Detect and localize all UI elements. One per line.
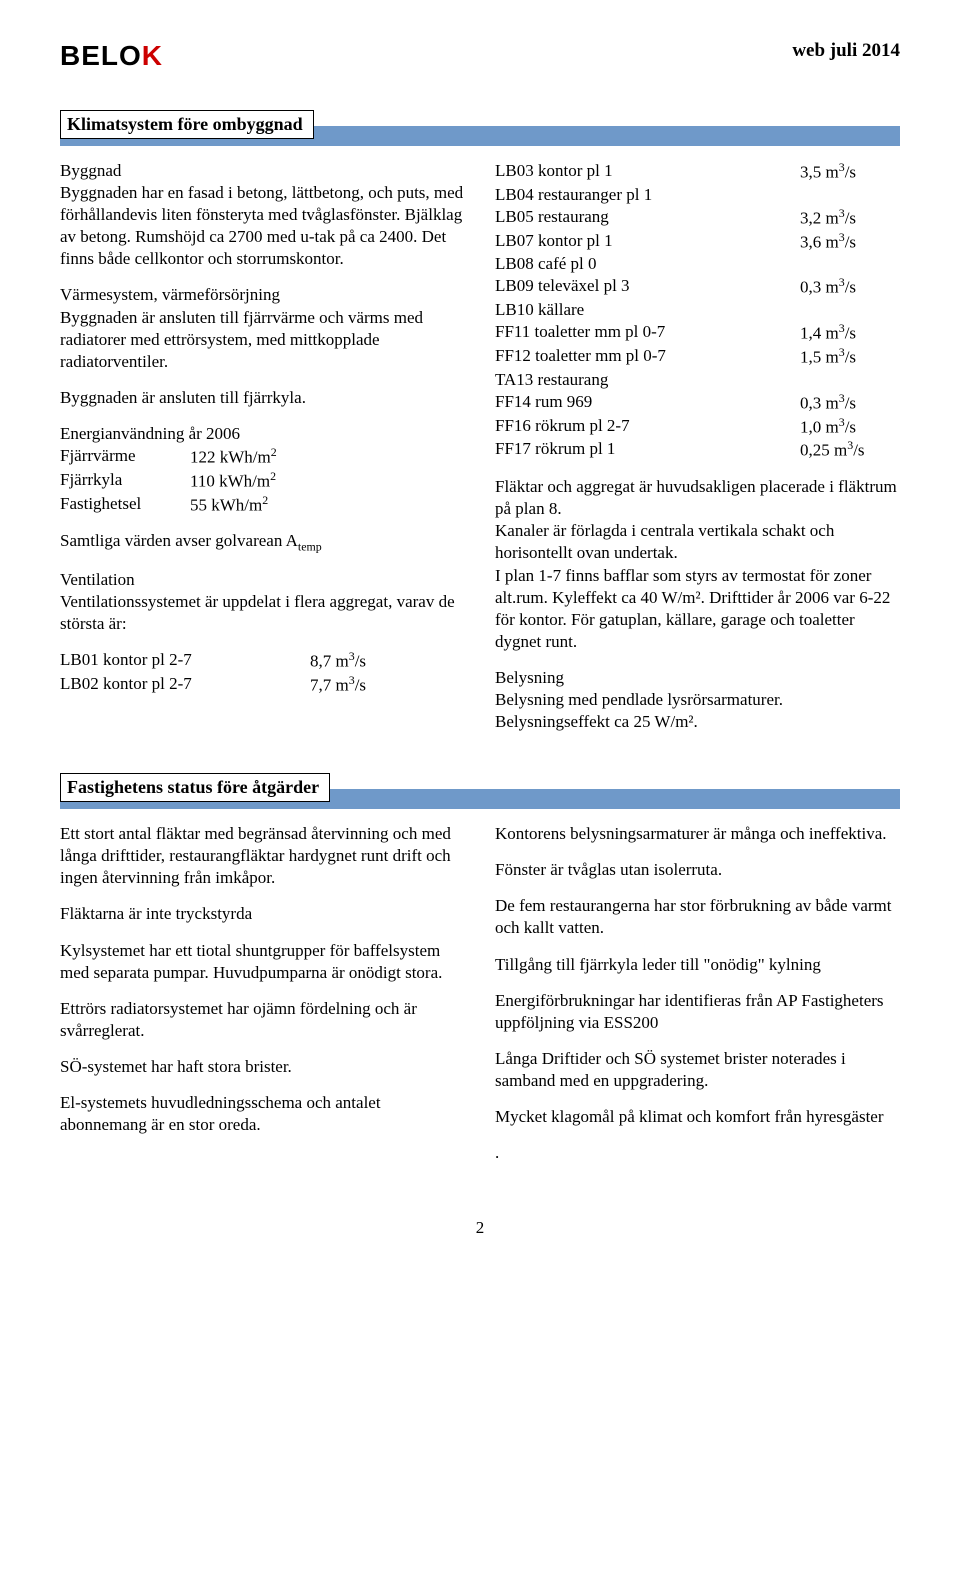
- varme-body: Byggnaden är ansluten till fjärrvärme oc…: [60, 307, 465, 373]
- vent-label: LB07 kontor pl 1: [495, 230, 800, 254]
- status-paragraph: Långa Driftider och SÖ systemet brister …: [495, 1048, 900, 1092]
- vent-label: LB04 restauranger pl 1: [495, 184, 800, 206]
- energy-value: 122 kWh/m2: [190, 445, 277, 469]
- vent-row: TA13 restaurang: [495, 369, 900, 391]
- vent-label: LB02 kontor pl 2-7: [60, 673, 310, 697]
- vent-value: 1,0 m3/s: [800, 415, 900, 439]
- vent-row: FF17 rökrum pl 10,25 m3/s: [495, 438, 900, 462]
- vent-value: 3,6 m3/s: [800, 230, 900, 254]
- status-paragraph: Fönster är tvåglas utan isolerruta.: [495, 859, 900, 881]
- energi-heading: Energianvändning år 2006: [60, 423, 465, 445]
- status-paragraph: Ettrörs radiatorsystemet har ojämn förde…: [60, 998, 465, 1042]
- vent-label: LB05 restaurang: [495, 206, 800, 230]
- vent-row: LB09 televäxel pl 30,3 m3/s: [495, 275, 900, 299]
- status-paragraph: El-systemets huvudledningsschema och ant…: [60, 1092, 465, 1136]
- vent-row: LB02 kontor pl 2-77,7 m3/s: [60, 673, 465, 697]
- vent-row: LB03 kontor pl 13,5 m3/s: [495, 160, 900, 184]
- energy-label: Fastighetsel: [60, 493, 190, 517]
- samtliga-text: Samtliga värden avser golvarean A: [60, 531, 298, 550]
- energy-label: Fjärrvärme: [60, 445, 190, 469]
- header-date: web juli 2014: [792, 40, 900, 62]
- vent-value: [800, 253, 900, 275]
- fjarrkyla-text: Byggnaden är ansluten till fjärrkyla.: [60, 387, 465, 409]
- kanal-para: Kanaler är förlagda i centrala vertikala…: [495, 520, 900, 564]
- vent-row: LB01 kontor pl 2-78,7 m3/s: [60, 649, 465, 673]
- vent-value: 0,25 m3/s: [800, 438, 900, 462]
- logo-text-accent: K: [142, 40, 163, 71]
- vent-row: FF12 toaletter mm pl 0-71,5 m3/s: [495, 345, 900, 369]
- samtliga-sub: temp: [298, 540, 322, 554]
- status-paragraph: De fem restaurangerna har stor förbrukni…: [495, 895, 900, 939]
- status-paragraph: Kontorens belysningsarmaturer är många o…: [495, 823, 900, 845]
- logo-text-main: BELO: [60, 40, 142, 71]
- vent-value: 7,7 m3/s: [310, 673, 366, 697]
- vent-label: TA13 restaurang: [495, 369, 800, 391]
- section2-title: Fastighetens status före åtgärder: [60, 773, 330, 802]
- vent-value: 3,2 m3/s: [800, 206, 900, 230]
- vent-value: [800, 299, 900, 321]
- vent-value: [800, 184, 900, 206]
- vent-row: FF14 rum 9690,3 m3/s: [495, 391, 900, 415]
- energy-value: 55 kWh/m2: [190, 493, 268, 517]
- status-paragraph: Ett stort antal fläktar med begränsad åt…: [60, 823, 465, 889]
- status-paragraph: Mycket klagomål på klimat och komfort fr…: [495, 1106, 900, 1128]
- vent-heading: Ventilation: [60, 569, 465, 591]
- vent-label: LB08 café pl 0: [495, 253, 800, 275]
- belys-heading: Belysning: [495, 667, 900, 689]
- vent-value: 0,3 m3/s: [800, 391, 900, 415]
- vent-label: FF16 rökrum pl 2-7: [495, 415, 800, 439]
- section1-right-column: LB03 kontor pl 13,5 m3/sLB04 restaurange…: [495, 160, 900, 733]
- vent-label: LB01 kontor pl 2-7: [60, 649, 310, 673]
- energy-row: Fjärrkyla110 kWh/m2: [60, 469, 465, 493]
- vent-row: LB08 café pl 0: [495, 253, 900, 275]
- vent-value: 0,3 m3/s: [800, 275, 900, 299]
- vent-value: 8,7 m3/s: [310, 649, 366, 673]
- plan-para: I plan 1-7 finns bafflar som styrs av te…: [495, 565, 900, 653]
- section1-left-column: Byggnad Byggnaden har en fasad i betong,…: [60, 160, 465, 733]
- vent-label: LB03 kontor pl 1: [495, 160, 800, 184]
- vent-row: FF16 rökrum pl 2-71,0 m3/s: [495, 415, 900, 439]
- vent-label: LB10 källare: [495, 299, 800, 321]
- vent-body: Ventilationssystemet är uppdelat i flera…: [60, 591, 465, 635]
- status-paragraph: Fläktarna är inte tryckstyrda: [60, 903, 465, 925]
- vent-value: [800, 369, 900, 391]
- vent-row: FF11 toaletter mm pl 0-71,4 m3/s: [495, 321, 900, 345]
- section2-left-column: Ett stort antal fläktar med begränsad åt…: [60, 823, 465, 1178]
- vent-label: FF11 toaletter mm pl 0-7: [495, 321, 800, 345]
- flakt-para: Fläktar och aggregat är huvudsakligen pl…: [495, 476, 900, 520]
- varme-heading: Värmesystem, värmeförsörjning: [60, 284, 465, 306]
- vent-label: LB09 televäxel pl 3: [495, 275, 800, 299]
- energy-label: Fjärrkyla: [60, 469, 190, 493]
- status-paragraph: Energiförbrukningar har identifieras frå…: [495, 990, 900, 1034]
- vent-row: LB05 restaurang3,2 m3/s: [495, 206, 900, 230]
- section1-title: Klimatsystem före ombyggnad: [60, 110, 314, 139]
- status-paragraph: .: [495, 1142, 900, 1164]
- vent-value: 1,5 m3/s: [800, 345, 900, 369]
- vent-row: LB04 restauranger pl 1: [495, 184, 900, 206]
- vent-label: FF12 toaletter mm pl 0-7: [495, 345, 800, 369]
- belys-body: Belysning med pendlade lysrörsarmaturer.…: [495, 689, 900, 733]
- page-number: 2: [60, 1218, 900, 1238]
- status-paragraph: Kylsystemet har ett tiotal shuntgrupper …: [60, 940, 465, 984]
- energy-value: 110 kWh/m2: [190, 469, 276, 493]
- vent-row: LB10 källare: [495, 299, 900, 321]
- vent-value: 3,5 m3/s: [800, 160, 900, 184]
- section2-right-column: Kontorens belysningsarmaturer är många o…: [495, 823, 900, 1178]
- energy-row: Fjärrvärme122 kWh/m2: [60, 445, 465, 469]
- status-paragraph: SÖ-systemet har haft stora brister.: [60, 1056, 465, 1078]
- vent-label: FF14 rum 969: [495, 391, 800, 415]
- logo: BELOK: [60, 40, 163, 72]
- vent-value: 1,4 m3/s: [800, 321, 900, 345]
- byggnad-body: Byggnaden har en fasad i betong, lättbet…: [60, 182, 465, 270]
- status-paragraph: Tillgång till fjärrkyla leder till "onöd…: [495, 954, 900, 976]
- vent-row: LB07 kontor pl 13,6 m3/s: [495, 230, 900, 254]
- energy-row: Fastighetsel55 kWh/m2: [60, 493, 465, 517]
- byggnad-heading: Byggnad: [60, 160, 465, 182]
- vent-label: FF17 rökrum pl 1: [495, 438, 800, 462]
